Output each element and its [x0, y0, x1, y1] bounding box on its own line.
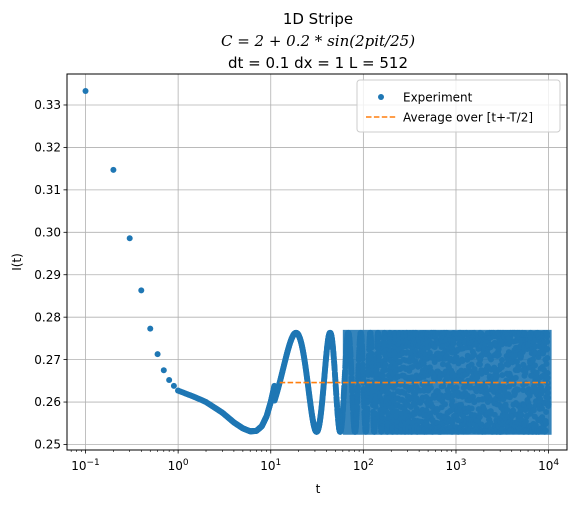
y-tick-label: 0.30: [34, 225, 61, 239]
x-axis-ticks: 10−1 100 101 102 103 104: [70, 450, 559, 473]
experiment-point: [138, 287, 145, 294]
grid-lines: [67, 74, 567, 450]
chart-title-line-1: 1D Stripe: [283, 10, 353, 28]
legend-box: [356, 79, 561, 133]
experiment-point: [166, 376, 173, 383]
x-tick-label: 102: [353, 458, 374, 473]
y-tick-label: 0.33: [34, 98, 61, 112]
y-tick-label: 0.25: [34, 438, 61, 452]
experiment-point: [154, 351, 161, 358]
legend-experiment-marker: [378, 94, 384, 100]
plot-area: [82, 87, 552, 435]
legend-average-label: Average over [t+-T/2]: [403, 111, 533, 125]
legend-experiment-label: Experiment: [403, 91, 473, 105]
y-tick-label: 0.27: [34, 353, 61, 367]
y-tick-label: 0.31: [34, 183, 61, 197]
chart-title-line-3: dt = 0.1 dx = 1 L = 512: [228, 54, 408, 72]
x-tick-label: 101: [260, 458, 281, 473]
y-axis-ticks: 0.25 0.26 0.27 0.28 0.29 0.30 0.31 0.32 0.33: [34, 98, 67, 452]
y-axis-label: I(t): [10, 253, 24, 271]
y-tick-label: 0.29: [34, 268, 61, 282]
x-axis-label: t: [316, 482, 321, 496]
experiment-point: [126, 235, 133, 242]
chart-title-line-2: C = 2 + 0.2 * sin(2pit/25): [221, 32, 415, 50]
x-tick-label: 104: [538, 458, 559, 473]
x-tick-label: 10−1: [71, 458, 100, 473]
x-tick-label: 103: [445, 458, 466, 473]
y-tick-label: 0.28: [34, 310, 61, 324]
y-tick-label: 0.26: [34, 395, 61, 409]
y-tick-label: 0.32: [34, 141, 61, 155]
legend: Experiment Average over [t+-T/2]: [356, 79, 561, 133]
experiment-point: [82, 87, 89, 94]
experiment-point: [160, 367, 167, 374]
experiment-point: [110, 166, 117, 173]
experiment-point: [147, 325, 154, 332]
experiment-point: [170, 382, 177, 389]
x-tick-label: 100: [168, 458, 189, 473]
axes-frame: [66, 73, 568, 451]
